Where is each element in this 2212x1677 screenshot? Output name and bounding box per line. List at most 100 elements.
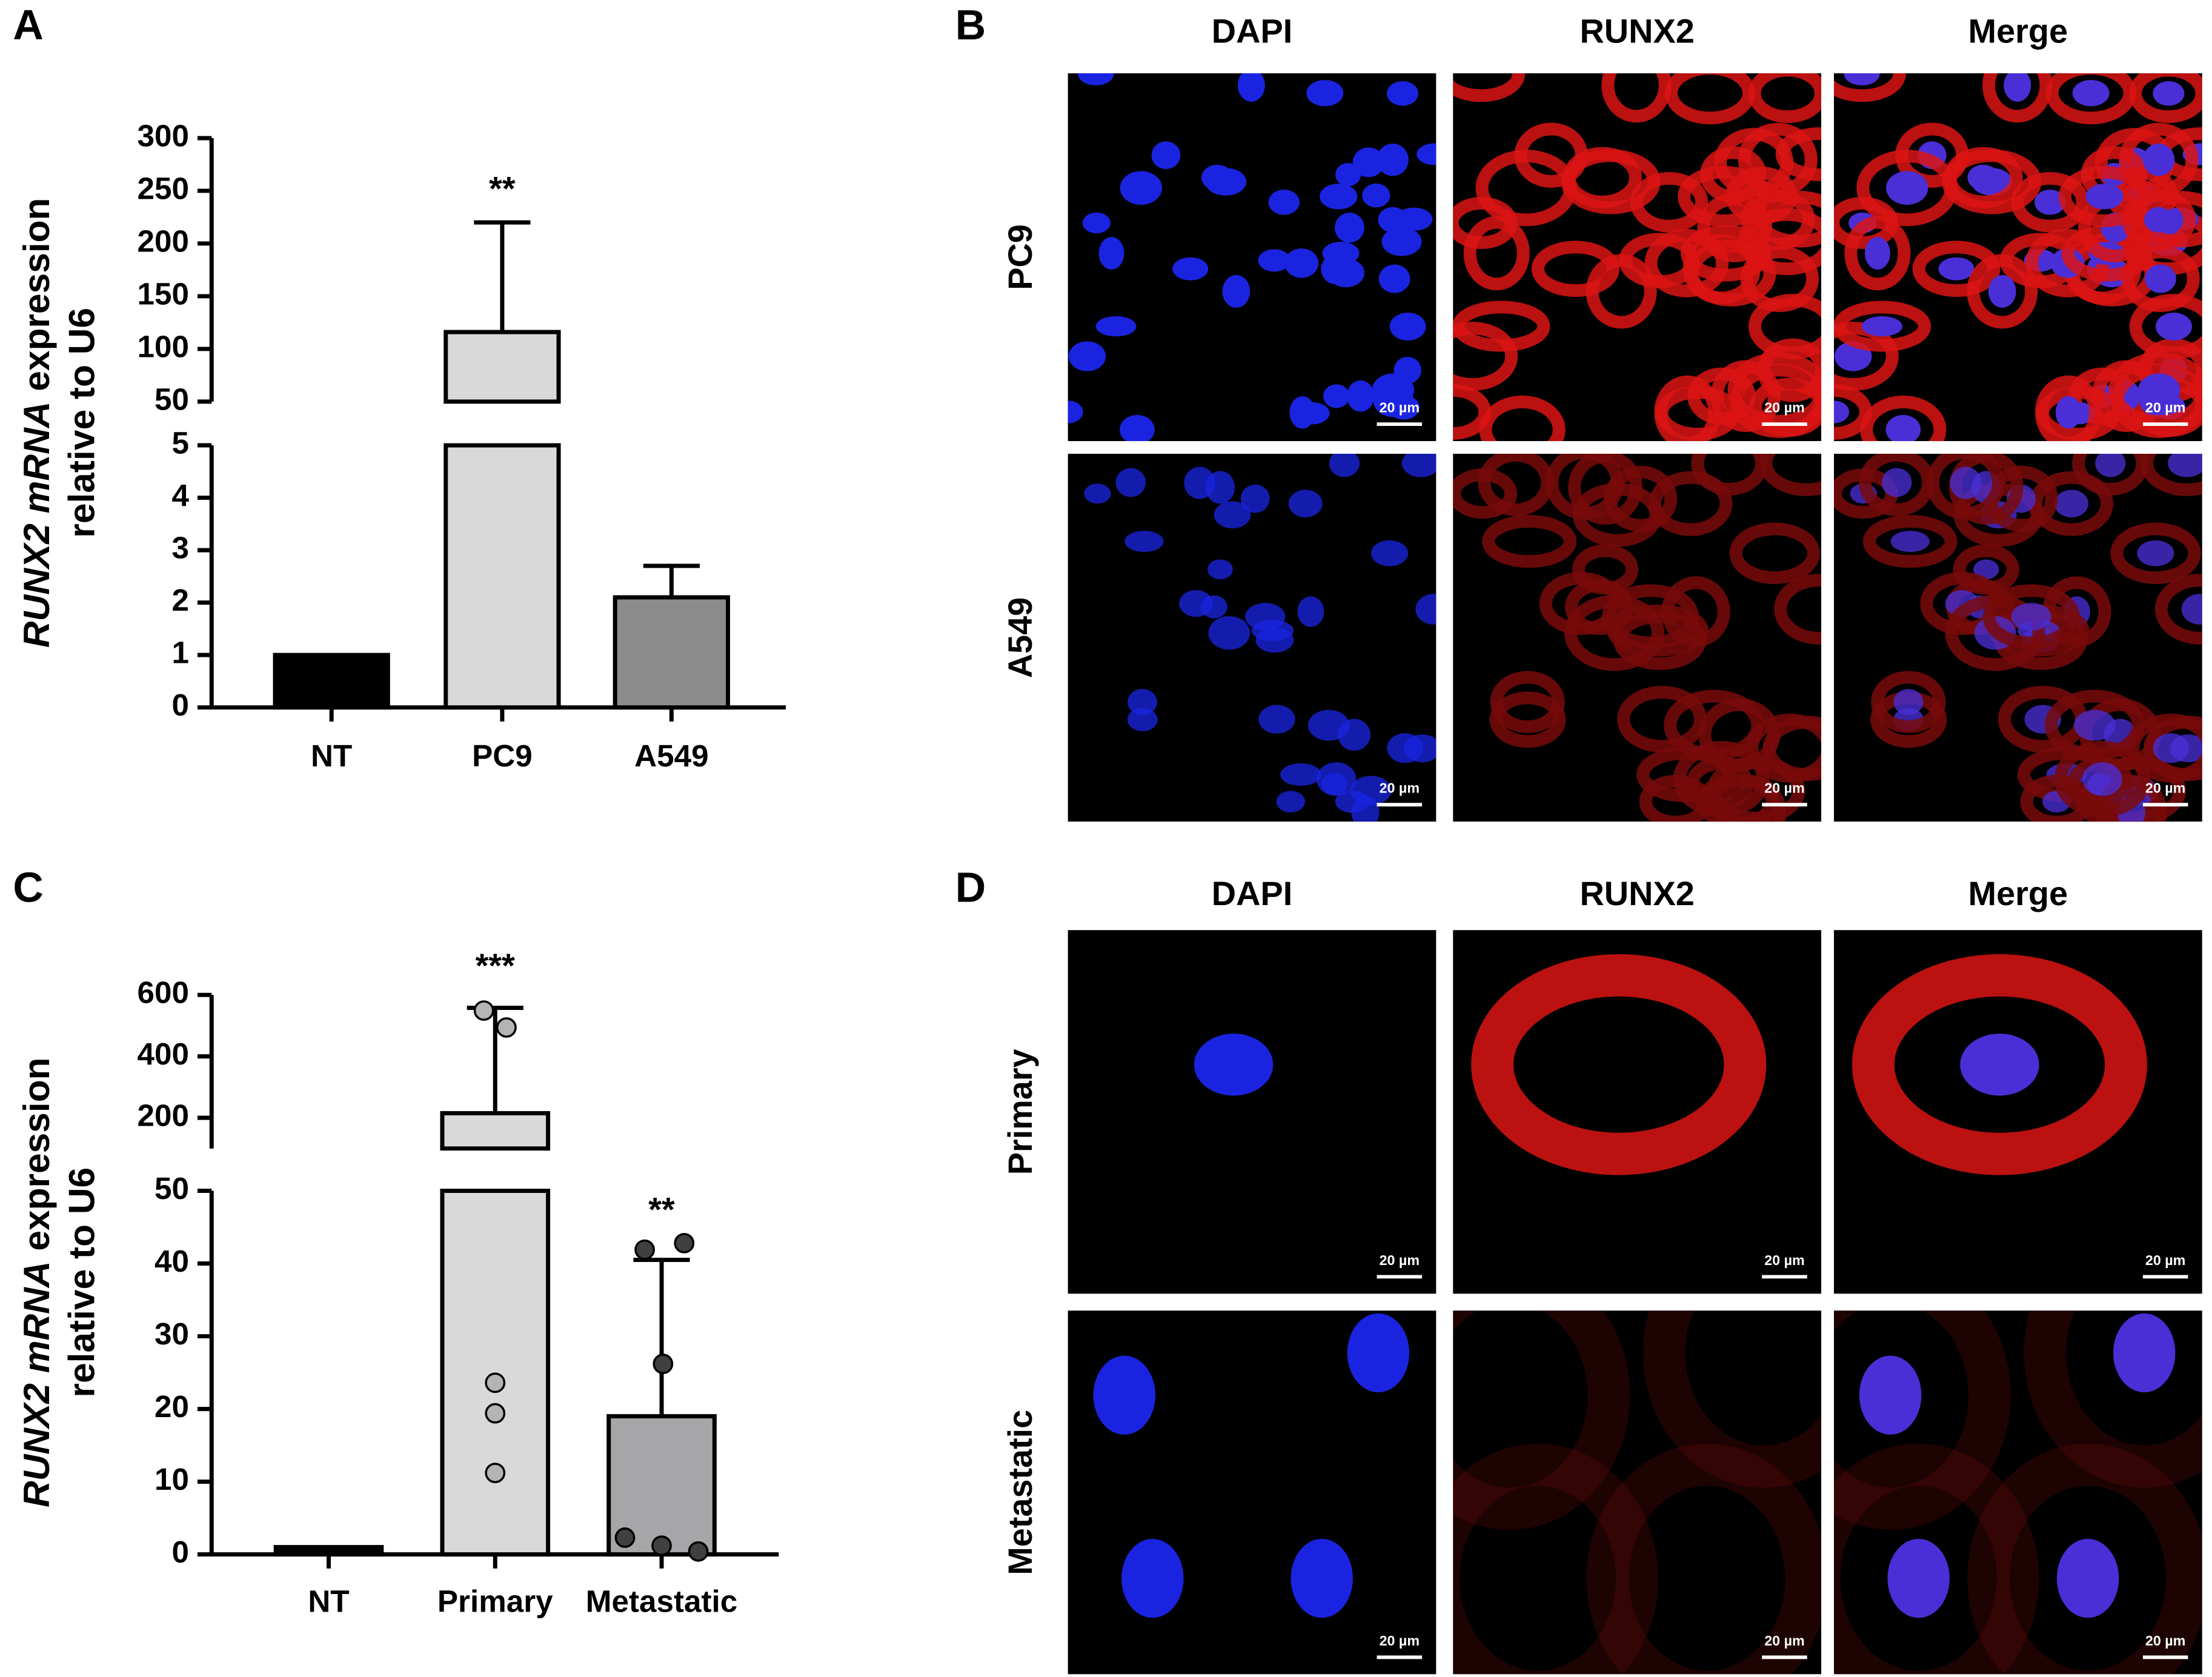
nucleus bbox=[1890, 531, 1930, 553]
cytoplasm bbox=[1759, 453, 1822, 496]
nucleus bbox=[1833, 400, 1849, 423]
cytoplasm bbox=[1926, 453, 2005, 520]
nucleus bbox=[1222, 274, 1250, 308]
cytoplasm bbox=[1601, 73, 1672, 123]
cytoplasm bbox=[1453, 1310, 1630, 1530]
cytoplasm bbox=[1475, 150, 1577, 227]
scale-bar-label: 20 µm bbox=[1380, 400, 1420, 416]
nucleus bbox=[1401, 453, 1436, 477]
nucleus bbox=[1201, 164, 1234, 191]
cytoplasm bbox=[2127, 713, 2202, 783]
x-tick-label: A549 bbox=[634, 739, 708, 773]
micrograph bbox=[1453, 1310, 1822, 1675]
significance-label: ** bbox=[489, 170, 516, 208]
cytoplasm bbox=[2054, 741, 2151, 817]
nucleus bbox=[1389, 312, 1426, 340]
nucleus bbox=[1362, 183, 1390, 208]
cytoplasm bbox=[1833, 301, 1931, 352]
scale-bar-label: 20 µm bbox=[1764, 400, 1804, 416]
nucleus bbox=[1127, 708, 1158, 731]
nucleus bbox=[2145, 264, 2176, 293]
nucleus bbox=[1093, 1355, 1155, 1435]
cytoplasm bbox=[2110, 522, 2201, 585]
nucleus bbox=[2054, 490, 2088, 517]
nucleus bbox=[2153, 81, 2185, 106]
micrograph-content bbox=[1194, 1034, 1274, 1096]
nucleus bbox=[1351, 795, 1380, 822]
bar bbox=[443, 330, 561, 404]
cytoplasm bbox=[1482, 515, 1577, 568]
scale-bar-label: 20 µm bbox=[1380, 1633, 1420, 1649]
y-axis-label-italic: RUNX2 mRNA bbox=[16, 402, 57, 648]
cytoplasm bbox=[1912, 241, 2001, 297]
y-tick-label: 200 bbox=[138, 224, 189, 258]
cytoplasm bbox=[1654, 375, 1721, 442]
panel-label: B bbox=[955, 1, 986, 48]
nucleus bbox=[1276, 791, 1305, 812]
micrograph-content bbox=[1833, 453, 2202, 822]
nucleus bbox=[1258, 249, 1291, 272]
cytoplasm bbox=[1729, 522, 1820, 585]
cytoplasm bbox=[2011, 171, 2089, 233]
nucleus bbox=[1289, 396, 1315, 429]
cytoplasm bbox=[1775, 127, 1822, 181]
cytoplasm bbox=[1642, 1310, 1822, 1488]
data-point bbox=[651, 1535, 672, 1556]
nucleus bbox=[1194, 1034, 1274, 1096]
y-axis-label: RUNX2 mRNA expression bbox=[16, 1057, 57, 1507]
y-tick-label: 50 bbox=[154, 382, 189, 416]
y-tick-label: 30 bbox=[154, 1317, 189, 1351]
data-point bbox=[473, 1000, 494, 1021]
nucleus bbox=[1322, 241, 1360, 265]
data-point bbox=[485, 1463, 506, 1484]
nucleus bbox=[1378, 264, 1410, 293]
cytoplasm bbox=[1531, 241, 1619, 297]
y-tick-label: 50 bbox=[154, 1171, 189, 1206]
cytoplasm bbox=[2121, 245, 2200, 313]
micrograph-content bbox=[1084, 453, 1436, 822]
nucleus bbox=[1280, 763, 1321, 786]
nucleus bbox=[1973, 559, 1999, 580]
nucleus bbox=[1208, 616, 1250, 650]
nucleus bbox=[2034, 189, 2066, 215]
cytoplasm bbox=[1833, 384, 1872, 440]
cytoplasm bbox=[1586, 254, 1657, 329]
panel-label: D bbox=[955, 864, 986, 911]
cytoplasm bbox=[1833, 1443, 2039, 1675]
cytoplasm bbox=[2024, 1310, 2202, 1488]
row-label: Metastatic bbox=[1001, 1410, 1039, 1575]
column-header: Merge bbox=[1968, 12, 2068, 50]
nucleus bbox=[1862, 316, 1902, 337]
y-tick-label: 1 bbox=[172, 636, 189, 670]
nucleus bbox=[1347, 1313, 1410, 1393]
nucleus bbox=[1307, 709, 1350, 741]
nucleus bbox=[1960, 1034, 2039, 1096]
micrograph bbox=[1068, 453, 1436, 822]
x-tick-label: Metastatic bbox=[586, 1584, 737, 1619]
cytoplasm bbox=[1833, 73, 1906, 102]
scale-bar-label: 20 µm bbox=[2145, 780, 2185, 796]
cytoplasm bbox=[1852, 954, 2148, 1175]
data-point bbox=[634, 1239, 655, 1260]
micrograph-content bbox=[1068, 73, 1436, 442]
nucleus bbox=[1950, 467, 1982, 499]
cytoplasm bbox=[1967, 1443, 2202, 1675]
nucleus bbox=[1240, 484, 1270, 513]
cytoplasm bbox=[1490, 671, 1565, 733]
nucleus bbox=[2153, 733, 2190, 763]
nucleus bbox=[2072, 79, 2110, 107]
x-tick-label: PC9 bbox=[472, 739, 533, 773]
data-point bbox=[485, 1403, 506, 1424]
y-tick-label: 0 bbox=[172, 1535, 189, 1569]
nucleus bbox=[1284, 248, 1319, 278]
micrograph-content bbox=[1852, 954, 2148, 1175]
data-point bbox=[688, 1541, 709, 1562]
nucleus bbox=[1184, 467, 1215, 499]
y-tick-label: 600 bbox=[138, 975, 189, 1010]
y-tick-label: 300 bbox=[138, 118, 189, 153]
y-tick-label: 2 bbox=[172, 583, 189, 617]
nucleus bbox=[1988, 274, 2016, 308]
y-tick-label: 200 bbox=[138, 1098, 189, 1133]
cytoplasm bbox=[1644, 228, 1729, 297]
cytoplasm bbox=[1727, 352, 1822, 428]
